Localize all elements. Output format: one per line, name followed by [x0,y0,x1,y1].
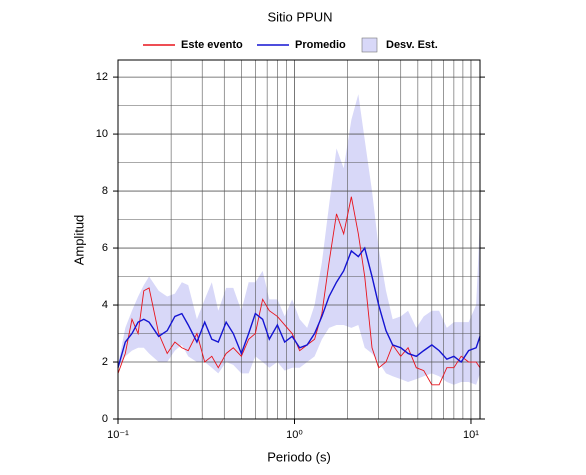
legend-label: Promedio [295,39,346,51]
legend-label: Este evento [181,39,243,51]
plot-frame [117,59,481,420]
y-tick-label: 6 [102,242,108,254]
series-line [117,196,481,386]
y-axis-label: Amplitud [71,215,86,266]
y-tick-label: 4 [102,299,108,311]
chart-title: Sitio PPUN [267,9,332,24]
y-tick-label: 10 [96,128,108,140]
y-tick-label: 2 [102,356,108,368]
y-tick-label: 12 [96,71,108,83]
series-line [117,246,481,368]
x-tick-label: 10¹ [463,429,479,441]
x-axis-label: Periodo (s) [267,449,331,464]
x-tick-label: 10⁻¹ [107,429,129,441]
y-tick-label: 0 [102,413,108,425]
x-tick-label: 10⁰ [286,429,303,441]
legend-swatch [361,37,378,53]
std-band [118,94,480,385]
legend-label: Desv. Est. [386,39,438,51]
y-tick-label: 8 [102,185,108,197]
